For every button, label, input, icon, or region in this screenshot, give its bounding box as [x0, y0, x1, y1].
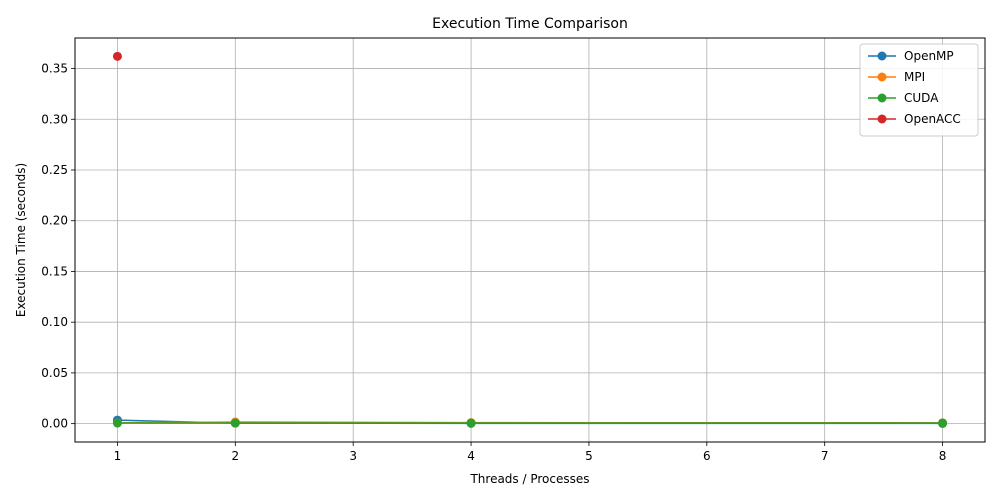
- data-point-cuda: [938, 418, 948, 428]
- y-tick-label: 0.25: [41, 163, 68, 177]
- legend-swatch-marker-cuda: [877, 93, 887, 103]
- axis-layer: 1 2 3 4 5 6 7 8 0.00 0.05 0.10 0.15 0.20 0.25 0.30 0.35: [41, 62, 946, 463]
- chart-title: Execution Time Comparison: [432, 16, 628, 32]
- legend: OpenMP MPI CUDA OpenACC: [859, 43, 979, 137]
- x-tick-label: 3: [349, 449, 357, 463]
- data-point-openacc: [112, 51, 122, 61]
- x-tick-label: 5: [585, 449, 593, 463]
- x-tick-label: 2: [231, 449, 239, 463]
- plot-frame: [74, 37, 986, 443]
- legend-box: [859, 43, 979, 137]
- legend-item-mpi: MPI: [868, 70, 925, 84]
- y-tick-label: 0.20: [41, 214, 68, 228]
- y-tick-label: 0.00: [41, 417, 68, 431]
- series-openacc: [112, 51, 122, 61]
- data-point-cuda: [466, 418, 476, 428]
- y-tick-label: 0.30: [41, 112, 68, 126]
- x-axis-label: Threads / Processes: [469, 472, 589, 486]
- x-tick-label: 7: [821, 449, 829, 463]
- y-tick-label: 0.15: [41, 264, 68, 278]
- data-point-cuda: [112, 418, 122, 428]
- legend-item-openacc: OpenACC: [868, 112, 961, 126]
- y-tick-label: 0.35: [41, 62, 68, 76]
- y-tick-label: 0.10: [41, 315, 68, 329]
- grid-layer: [75, 38, 985, 442]
- y-axis-label: Execution Time (seconds): [14, 163, 28, 317]
- x-tick-label: 8: [939, 449, 947, 463]
- legend-label-openmp: OpenMP: [904, 49, 954, 63]
- legend-swatch-marker-openacc: [877, 114, 887, 124]
- legend-item-openmp: OpenMP: [868, 49, 954, 63]
- series-layer: [112, 51, 948, 428]
- series-cuda: [112, 418, 948, 428]
- data-point-cuda: [230, 418, 240, 428]
- legend-label-cuda: CUDA: [904, 91, 939, 105]
- y-tick-label: 0.05: [41, 366, 68, 380]
- legend-swatch-marker-openmp: [877, 51, 887, 61]
- x-tick-label: 6: [703, 449, 711, 463]
- legend-item-cuda: CUDA: [868, 91, 939, 105]
- legend-label-openacc: OpenACC: [904, 112, 961, 126]
- legend-swatch-marker-mpi: [877, 72, 887, 82]
- legend-label-mpi: MPI: [904, 70, 925, 84]
- x-tick-label: 4: [467, 449, 475, 463]
- x-tick-label: 1: [114, 449, 122, 463]
